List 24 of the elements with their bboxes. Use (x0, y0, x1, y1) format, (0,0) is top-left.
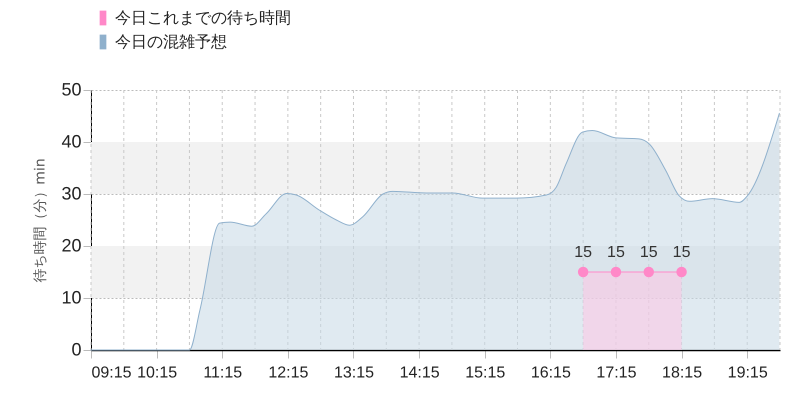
y-tick-label: 0 (71, 340, 82, 360)
data-label: 15 (672, 244, 691, 261)
y-axis-title: 待ち時間（分）min (32, 158, 48, 283)
x-tick-label: 18:15 (662, 364, 702, 382)
data-label: 15 (607, 244, 625, 261)
x-tick-label: 15:15 (465, 364, 506, 382)
x-tick-label: 11:15 (203, 364, 242, 382)
x-tick-label: 19:15 (728, 364, 768, 382)
x-tick-label: 13:15 (334, 364, 374, 382)
y-tick-label: 10 (61, 288, 82, 308)
x-tick-label: 17:15 (596, 364, 637, 382)
y-tick-label: 50 (61, 80, 82, 100)
legend-label: 今日これまでの待ち時間 (115, 8, 291, 27)
y-tick-label: 40 (61, 132, 82, 152)
x-tick-label: 09:15 (92, 364, 132, 382)
x-tick-label: 14:15 (400, 364, 440, 382)
data-label: 15 (574, 244, 592, 261)
x-tick-label: 12:15 (268, 364, 308, 382)
x-tick-label: 16:15 (530, 364, 571, 382)
y-tick-label: 30 (61, 184, 82, 204)
data-label: 15 (640, 244, 658, 261)
x-tick-label: 10:15 (137, 364, 178, 382)
y-tick-label: 20 (61, 236, 82, 256)
legend-label: 今日の混雑予想 (115, 32, 227, 51)
